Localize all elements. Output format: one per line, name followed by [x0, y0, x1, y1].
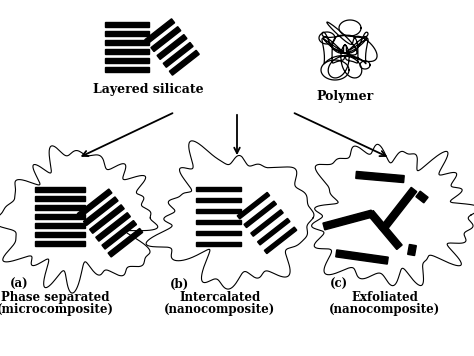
Text: (nanocomposite): (nanocomposite): [164, 303, 275, 316]
Bar: [257, 218, 290, 245]
Bar: [163, 42, 193, 67]
Text: Polymer: Polymer: [316, 90, 374, 103]
Bar: [105, 40, 149, 45]
Bar: [416, 191, 428, 203]
Bar: [77, 189, 112, 218]
Text: Exfoliated: Exfoliated: [352, 291, 419, 304]
Bar: [35, 222, 85, 227]
Bar: [105, 49, 149, 54]
Bar: [108, 229, 143, 257]
Bar: [145, 19, 174, 44]
Bar: [105, 67, 149, 72]
Bar: [90, 205, 124, 233]
Bar: [356, 172, 404, 183]
Bar: [379, 187, 417, 232]
Text: (b): (b): [170, 278, 189, 291]
Bar: [264, 227, 297, 253]
Bar: [251, 210, 283, 236]
Bar: [197, 198, 241, 201]
Bar: [368, 210, 402, 250]
Text: (a): (a): [10, 278, 28, 291]
Text: Phase separated: Phase separated: [1, 291, 109, 304]
Bar: [35, 204, 85, 209]
Text: Intercalated: Intercalated: [179, 291, 261, 304]
Text: (nanocomposite): (nanocomposite): [329, 303, 441, 316]
Text: (c): (c): [330, 278, 348, 291]
Text: (microcomposite): (microcomposite): [0, 303, 113, 316]
Bar: [323, 210, 373, 230]
Text: Layered silicate: Layered silicate: [93, 83, 203, 96]
Bar: [237, 192, 270, 219]
Polygon shape: [311, 144, 474, 286]
Bar: [83, 197, 118, 225]
Bar: [408, 245, 416, 256]
Bar: [197, 241, 241, 246]
Bar: [197, 187, 241, 190]
Bar: [102, 220, 137, 249]
Bar: [157, 35, 187, 59]
Bar: [35, 241, 85, 246]
Bar: [151, 27, 181, 52]
Bar: [105, 31, 149, 36]
Bar: [169, 50, 199, 75]
Polygon shape: [0, 146, 158, 293]
Bar: [35, 231, 85, 236]
Bar: [197, 220, 241, 224]
Bar: [197, 230, 241, 235]
Bar: [35, 187, 85, 192]
Bar: [35, 214, 85, 219]
Bar: [244, 201, 276, 227]
Bar: [197, 209, 241, 213]
Bar: [336, 250, 388, 264]
Bar: [105, 58, 149, 63]
Bar: [96, 213, 130, 241]
Bar: [35, 195, 85, 200]
Bar: [105, 22, 149, 27]
Polygon shape: [146, 141, 314, 289]
